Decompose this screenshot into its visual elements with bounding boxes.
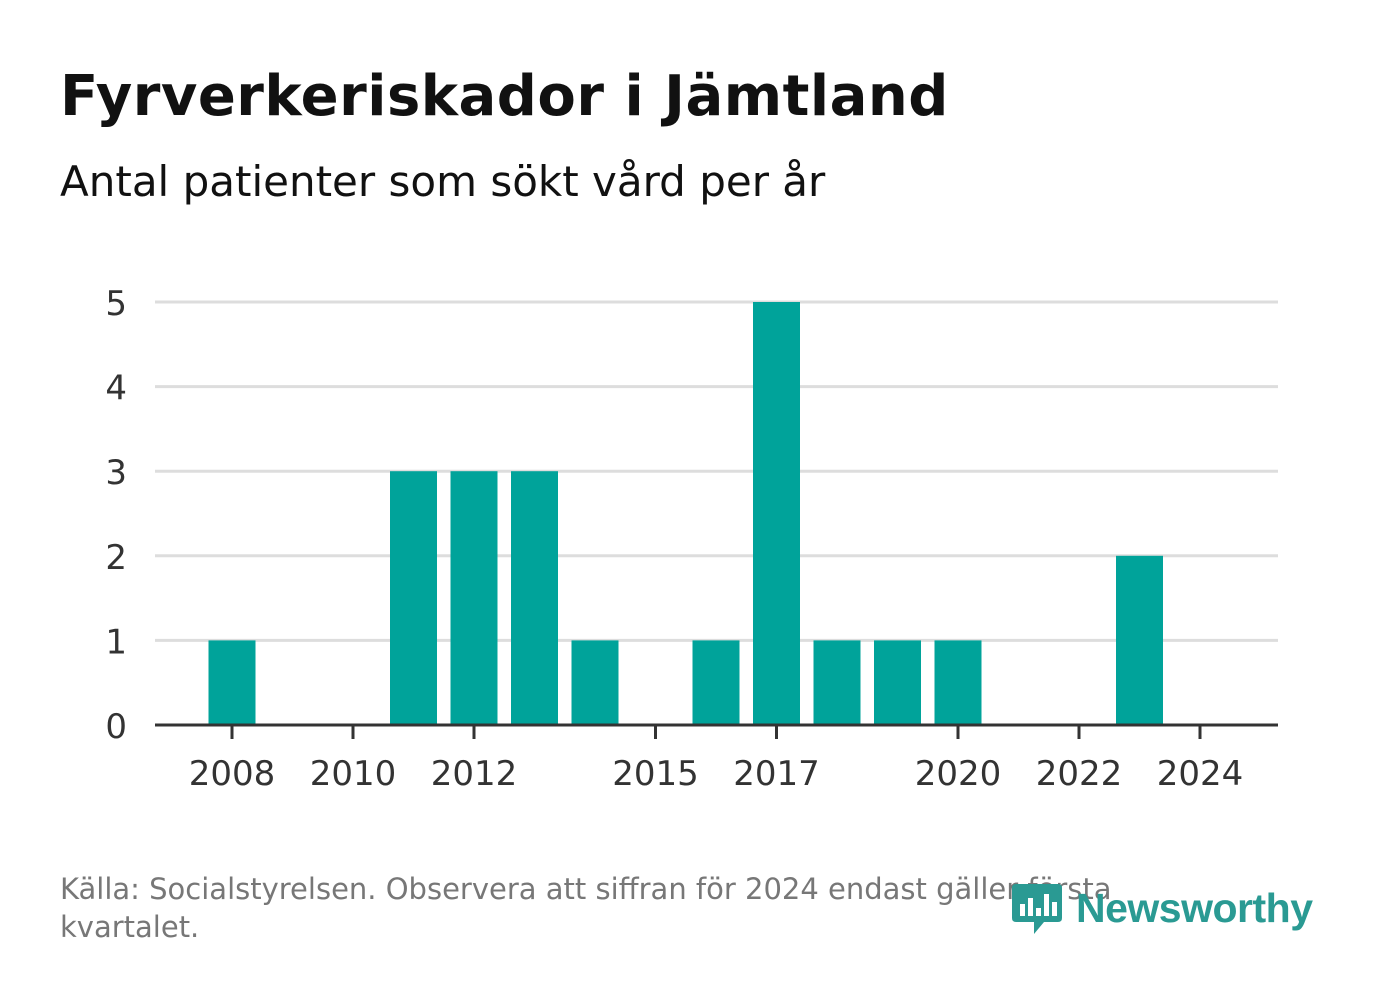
bar bbox=[511, 471, 558, 725]
bar bbox=[934, 640, 982, 725]
bar bbox=[450, 471, 498, 725]
x-tick-label: 2020 bbox=[915, 754, 1002, 794]
brand-name: Newsworthy bbox=[1076, 884, 1313, 931]
y-tick-label: 1 bbox=[105, 622, 127, 662]
bar bbox=[208, 640, 256, 725]
x-tick-label: 2010 bbox=[310, 754, 397, 794]
page-subtitle: Antal patienter som sökt vård per år bbox=[60, 157, 826, 206]
bar bbox=[571, 640, 619, 725]
y-tick-label: 3 bbox=[105, 453, 127, 493]
x-tick-label: 2024 bbox=[1157, 754, 1244, 794]
y-tick-label: 5 bbox=[105, 284, 127, 324]
bar bbox=[692, 640, 740, 725]
bar bbox=[1116, 555, 1163, 725]
x-tick-label: 2008 bbox=[189, 754, 276, 794]
x-axis-ticks: 2008 2010 2012 2015 2017 2020 2022 2024 bbox=[189, 725, 1244, 794]
bar bbox=[874, 640, 921, 725]
brand-logo: Newsworthy bbox=[1010, 880, 1313, 936]
x-tick-label: 2017 bbox=[733, 754, 820, 794]
source-note: Källa: Socialstyrelsen. Observera att si… bbox=[60, 872, 1112, 944]
y-axis-ticks: 0 1 2 3 4 5 bbox=[105, 284, 127, 747]
newsworthy-logo-icon bbox=[1012, 884, 1062, 934]
grid-lines bbox=[155, 300, 1278, 642]
page-title: Fyrverkeriskador i Jämtland bbox=[60, 64, 949, 129]
y-tick-label: 4 bbox=[105, 369, 127, 409]
x-tick-label: 2012 bbox=[431, 754, 518, 794]
x-tick-label: 2022 bbox=[1036, 754, 1123, 794]
bar bbox=[813, 640, 861, 725]
bar bbox=[390, 471, 437, 725]
y-tick-label: 2 bbox=[105, 538, 127, 578]
bar bbox=[753, 302, 800, 725]
x-tick-label: 2015 bbox=[612, 754, 699, 794]
bars bbox=[208, 302, 1163, 725]
y-tick-label: 0 bbox=[105, 707, 127, 747]
